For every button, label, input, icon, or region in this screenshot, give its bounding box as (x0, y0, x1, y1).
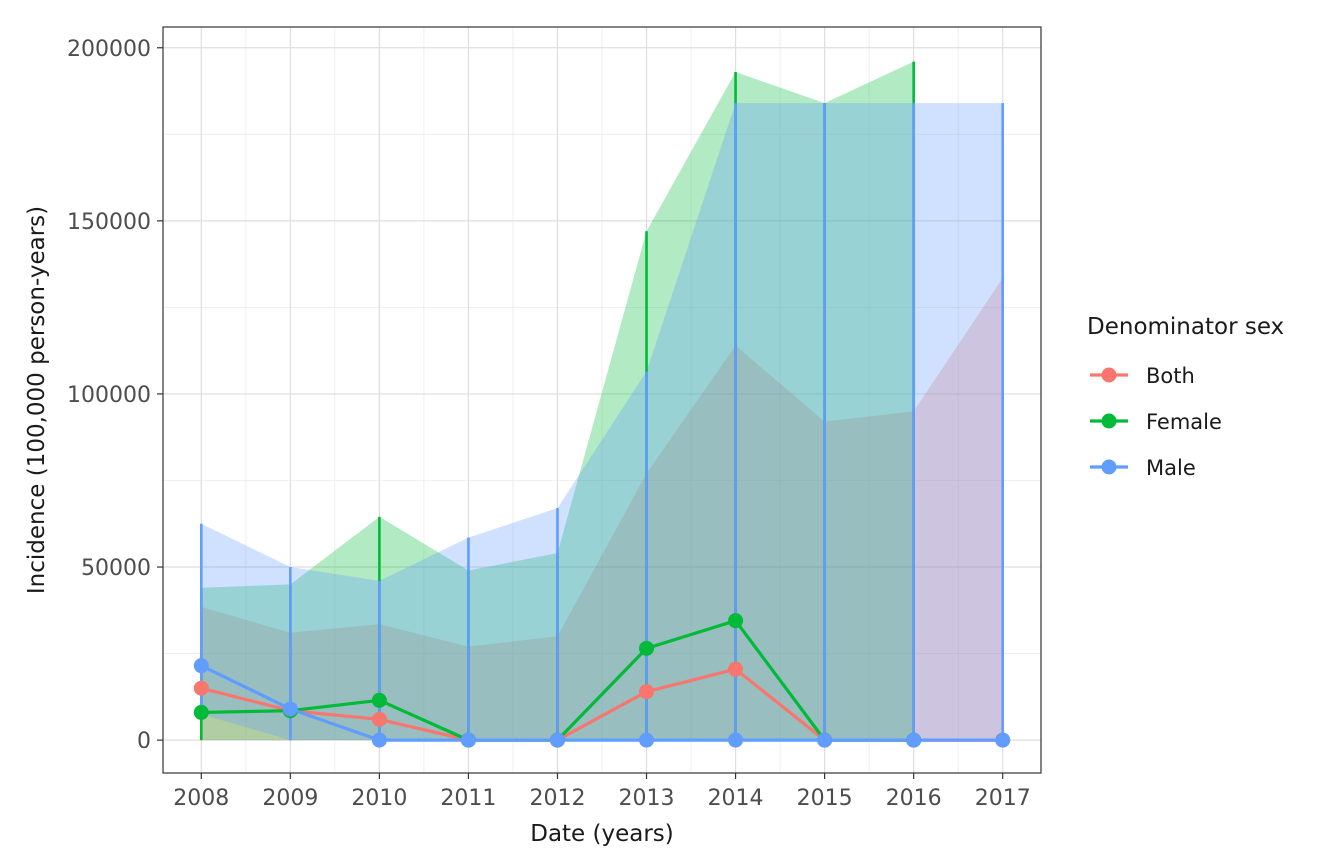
y-tick-label: 150000 (67, 210, 151, 235)
x-tick-label: 2015 (797, 786, 853, 811)
legend-item-male: Male (1090, 456, 1196, 480)
point-both-2014 (728, 661, 744, 677)
point-male-2017 (995, 732, 1011, 748)
x-tick-label: 2011 (440, 786, 496, 811)
plot-border (162, 26, 1042, 774)
legend-title: Denominator sex (1087, 314, 1284, 340)
legend: Denominator sex Both Female Male (1087, 314, 1284, 480)
point-female-2008 (193, 704, 209, 720)
y-tick-label: 200000 (67, 37, 151, 62)
legend-key-point (1101, 459, 1117, 475)
y-tick-label: 100000 (67, 383, 151, 408)
point-both-2013 (639, 684, 655, 700)
ribbon-both (201, 277, 1003, 741)
x-axis: 2008 2009 2010 2011 2012 2013 2014 2015 2016 2017 (173, 773, 1031, 811)
y-tick-label: 0 (137, 729, 151, 754)
point-male-2012 (549, 732, 565, 748)
line-male (200, 664, 1003, 742)
y-tick-label: 50000 (81, 556, 151, 581)
point-both-2010 (371, 711, 387, 727)
x-tick-label: 2014 (708, 786, 764, 811)
point-male-2011 (460, 732, 476, 748)
legend-key-point (1101, 367, 1117, 383)
point-female-2010 (371, 692, 387, 708)
x-tick-label: 2010 (351, 786, 407, 811)
x-tick-label: 2008 (173, 786, 229, 811)
legend-label: Female (1146, 410, 1222, 434)
point-male-2013 (639, 732, 655, 748)
series-points (193, 613, 1011, 748)
legend-label: Both (1146, 364, 1195, 388)
point-male-2015 (817, 732, 833, 748)
ribbon-male (201, 103, 1003, 741)
point-female-2014 (728, 613, 744, 629)
error-bars (199, 61, 1005, 741)
legend-key-point (1101, 413, 1117, 429)
y-axis: 0 50000 100000 150000 200000 (67, 37, 163, 754)
x-tick-label: 2016 (886, 786, 942, 811)
x-axis-title: Date (years) (530, 821, 674, 847)
x-tick-label: 2017 (975, 786, 1031, 811)
legend-label: Male (1146, 456, 1196, 480)
legend-item-both: Both (1090, 364, 1195, 388)
x-tick-label: 2009 (262, 786, 318, 811)
point-male-2009 (282, 701, 298, 717)
point-male-2010 (371, 732, 387, 748)
x-tick-label: 2012 (529, 786, 585, 811)
point-both-2008 (193, 680, 209, 696)
legend-item-female: Female (1090, 410, 1222, 434)
point-female-2013 (639, 640, 655, 656)
point-male-2014 (728, 732, 744, 748)
y-axis-title: Incidence (100,000 person-years) (24, 206, 50, 594)
point-male-2008 (193, 658, 209, 674)
x-tick-label: 2013 (619, 786, 675, 811)
point-male-2016 (906, 732, 922, 748)
